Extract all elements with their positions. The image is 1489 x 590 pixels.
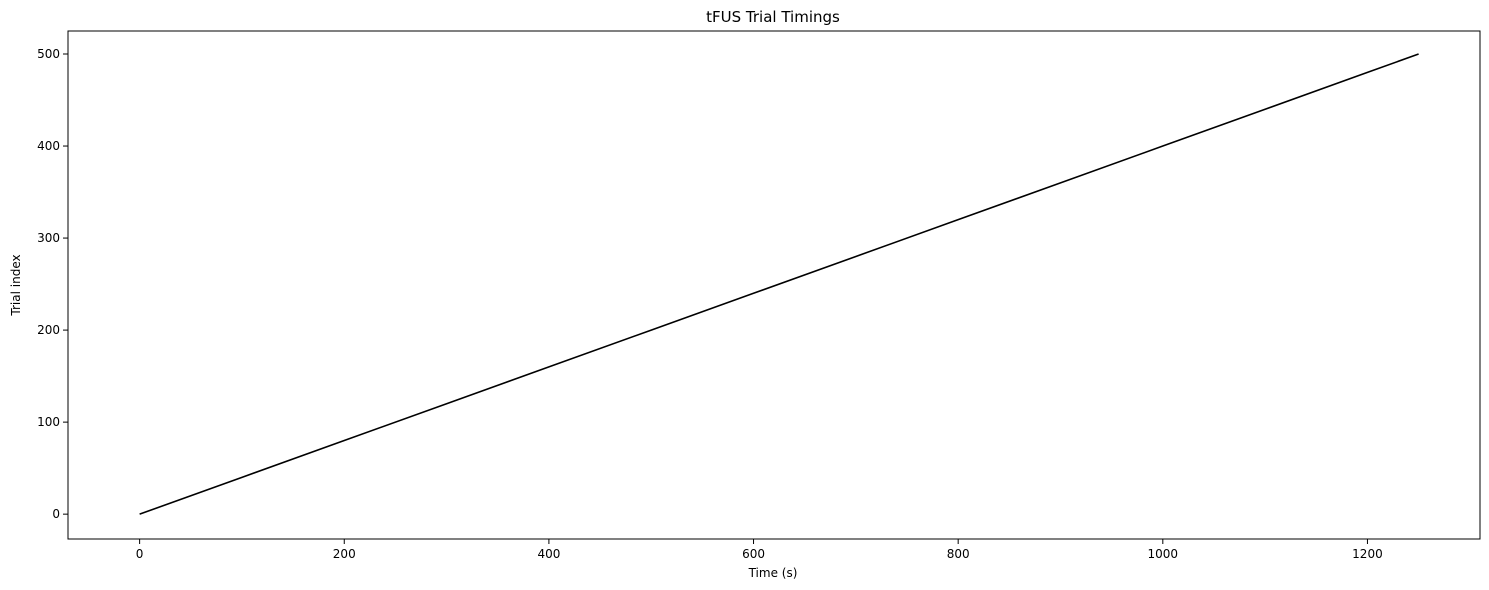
x-tick-label: 600 — [742, 547, 765, 561]
y-tick-label: 300 — [37, 231, 60, 245]
y-tick-label: 500 — [37, 47, 60, 61]
x-tick-label: 0 — [136, 547, 144, 561]
series-layer — [139, 53, 1419, 515]
x-tick-label: 800 — [947, 547, 970, 561]
y-axis: 0 100 200 300 400 500 — [37, 47, 68, 521]
y-axis-label: Trial index — [9, 254, 23, 316]
y-tick-label: 200 — [37, 323, 60, 337]
y-tick-label: 0 — [52, 507, 60, 521]
y-tick-label: 100 — [37, 415, 60, 429]
x-tick-label: 200 — [333, 547, 356, 561]
series-line — [139, 53, 1419, 515]
x-tick-label: 1200 — [1352, 547, 1383, 561]
y-tick-label: 400 — [37, 139, 60, 153]
plot-area — [67, 30, 1481, 540]
x-tick-label: 1000 — [1148, 547, 1179, 561]
chart-title: tFUS Trial Timings — [706, 8, 840, 26]
x-tick-label: 400 — [537, 547, 560, 561]
x-axis-label: Time (s) — [748, 566, 798, 580]
x-axis: 0 200 400 600 800 1000 1200 — [136, 539, 1383, 561]
